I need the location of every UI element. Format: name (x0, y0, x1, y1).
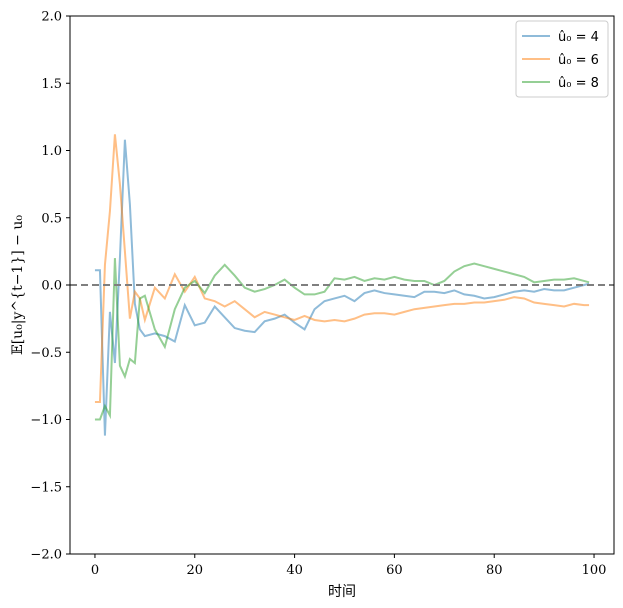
y-tick-label: 1.0 (41, 144, 62, 159)
y-axis-label: 𝔼[u₀|y^{t−1}] − u₀ (10, 215, 26, 355)
x-tick-label: 40 (286, 563, 303, 578)
y-tick-label: 0.5 (41, 211, 62, 226)
series-line-2 (94, 134, 590, 404)
x-tick-label: 100 (582, 563, 607, 578)
legend-label-3: û₀ = 8 (558, 76, 599, 91)
y-tick-label: −1.5 (30, 480, 62, 495)
y-tick-label: 1.5 (41, 77, 62, 92)
x-tick-label: 20 (186, 563, 203, 578)
legend: û₀ = 4 û₀ = 6 û₀ = 8 (515, 20, 609, 98)
y-tick-label: −1.0 (30, 413, 62, 428)
y-tick-label: 2.0 (41, 10, 62, 25)
plot-area (70, 134, 614, 436)
y-tick-label: −2.0 (30, 548, 62, 563)
x-axis-label: 时间 (328, 584, 356, 600)
legend-label-1: û₀ = 4 (558, 30, 599, 45)
legend-label-2: û₀ = 6 (558, 53, 599, 68)
axes: 0 20 40 60 80 100 −2.0 −1.5 −1.0 −0.5 0.0 0.5 1.0 1.5… (30, 10, 615, 578)
y-tick-label: 0.0 (41, 279, 62, 294)
series-line-3 (94, 258, 590, 421)
series-line-1 (94, 139, 590, 436)
x-tick-label: 60 (386, 563, 403, 578)
x-tick-label: 80 (486, 563, 503, 578)
x-tick-label: 0 (91, 563, 99, 578)
legend-box (515, 20, 609, 98)
y-tick-label: −0.5 (30, 346, 62, 361)
